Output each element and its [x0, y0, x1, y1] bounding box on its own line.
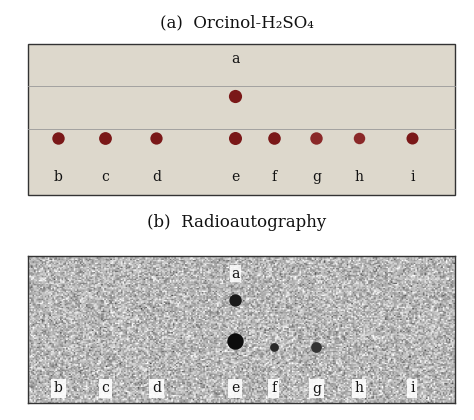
- Text: f: f: [271, 170, 276, 184]
- Text: a: a: [231, 267, 239, 281]
- Point: [55, 134, 62, 141]
- Text: i: i: [410, 170, 415, 184]
- Text: e: e: [231, 381, 239, 396]
- Text: d: d: [152, 381, 161, 396]
- Text: b: b: [54, 381, 63, 396]
- Text: a: a: [231, 52, 239, 66]
- Point: [356, 134, 363, 141]
- Point: [270, 344, 277, 351]
- Point: [153, 134, 160, 141]
- Text: (b)  Radioautography: (b) Radioautography: [147, 214, 327, 231]
- Point: [231, 92, 239, 99]
- Text: (a)  Orcinol-H₂SO₄: (a) Orcinol-H₂SO₄: [160, 15, 314, 32]
- Text: g: g: [312, 381, 321, 396]
- Point: [409, 134, 416, 141]
- Point: [231, 338, 239, 345]
- Text: i: i: [410, 381, 415, 396]
- Text: e: e: [231, 170, 239, 184]
- Text: g: g: [312, 170, 321, 184]
- Text: b: b: [54, 170, 63, 184]
- Text: c: c: [101, 381, 109, 396]
- Text: f: f: [271, 381, 276, 396]
- Bar: [28, 44, 455, 195]
- Text: c: c: [101, 170, 109, 184]
- Point: [270, 134, 277, 141]
- Point: [231, 297, 239, 304]
- Text: h: h: [355, 381, 364, 396]
- Point: [231, 134, 239, 141]
- Point: [312, 134, 320, 141]
- Text: h: h: [355, 170, 364, 184]
- Point: [312, 344, 320, 351]
- Point: [101, 134, 109, 141]
- Text: d: d: [152, 170, 161, 184]
